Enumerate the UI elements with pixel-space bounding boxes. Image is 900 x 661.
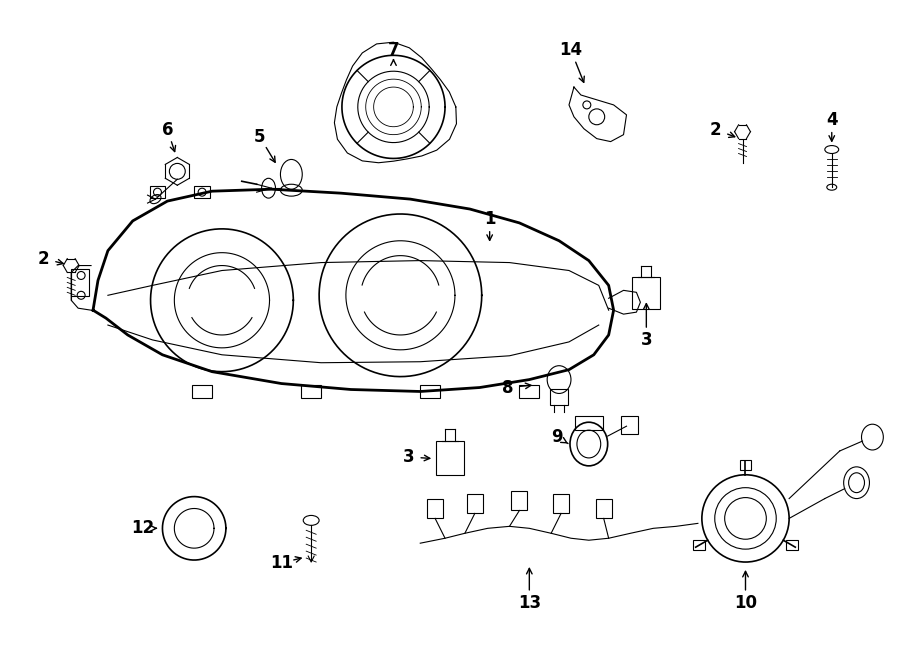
Text: 4: 4 — [826, 111, 838, 129]
Text: 13: 13 — [518, 594, 541, 611]
Bar — [621, 416, 638, 434]
Bar — [786, 540, 797, 550]
Bar — [193, 385, 212, 399]
Text: 3: 3 — [641, 331, 652, 349]
Bar — [436, 441, 464, 475]
Bar — [420, 385, 440, 399]
Text: 3: 3 — [402, 448, 414, 466]
Text: 10: 10 — [734, 594, 757, 611]
Bar — [554, 494, 569, 514]
Bar — [693, 540, 705, 550]
Bar — [575, 416, 603, 430]
Text: 8: 8 — [502, 379, 513, 397]
Bar — [596, 498, 612, 518]
Text: 1: 1 — [484, 210, 495, 228]
Text: 6: 6 — [162, 121, 173, 139]
Text: 2: 2 — [38, 250, 50, 268]
Bar — [740, 460, 752, 470]
Bar — [194, 186, 210, 198]
Text: 2: 2 — [710, 121, 722, 139]
Bar — [519, 385, 539, 399]
Bar — [302, 385, 321, 399]
Bar — [71, 268, 89, 296]
Text: 12: 12 — [131, 520, 154, 537]
Bar — [467, 494, 482, 514]
Text: 5: 5 — [254, 128, 266, 145]
Text: 14: 14 — [560, 42, 582, 59]
Bar — [511, 490, 527, 510]
Text: 7: 7 — [388, 42, 400, 59]
Bar — [149, 186, 166, 198]
Bar — [550, 389, 568, 405]
Bar — [428, 498, 443, 518]
Bar — [633, 278, 661, 309]
Text: 9: 9 — [552, 428, 562, 446]
Text: 11: 11 — [270, 554, 292, 572]
